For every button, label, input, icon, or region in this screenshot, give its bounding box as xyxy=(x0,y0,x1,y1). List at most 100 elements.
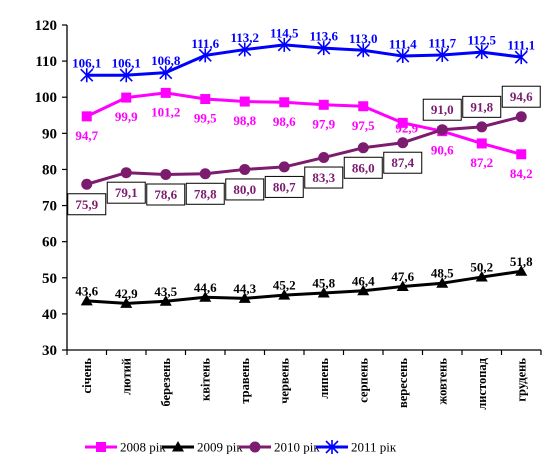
y-tick-label: 60 xyxy=(42,235,57,251)
legend-square-marker xyxy=(96,442,106,452)
x-tick-label: квітень xyxy=(198,358,212,401)
legend-label: 2010 рік xyxy=(274,440,320,455)
data-label: 113,0 xyxy=(349,31,378,46)
data-label-box xyxy=(146,183,186,206)
triangle-marker xyxy=(278,289,291,300)
data-label-box xyxy=(343,156,383,179)
data-label: 80,7 xyxy=(273,179,296,194)
data-label: 111,6 xyxy=(191,36,219,51)
data-label: 112,5 xyxy=(467,33,496,48)
series-2 xyxy=(80,265,528,308)
legend-star-marker xyxy=(325,440,339,454)
data-label: 86,0 xyxy=(352,160,375,175)
data-label: 99,5 xyxy=(194,111,217,126)
y-tick-label: 100 xyxy=(35,90,58,106)
series-line xyxy=(86,269,522,305)
star-marker xyxy=(198,48,212,63)
y-tick-label: 50 xyxy=(42,271,57,287)
data-label: 84,2 xyxy=(510,166,533,181)
triangle-marker xyxy=(436,277,449,288)
y-tick-label: 110 xyxy=(35,54,57,70)
data-label: 99,9 xyxy=(115,109,138,124)
x-tick-label: жовтень xyxy=(435,358,449,405)
data-label: 91,8 xyxy=(470,99,493,114)
data-label: 43,5 xyxy=(154,284,177,299)
y-tick-label: 30 xyxy=(42,343,57,359)
x-tick-label: грудень xyxy=(514,358,528,402)
circle-marker xyxy=(357,142,369,154)
series-4 xyxy=(80,37,528,83)
x-tick-label: листопад xyxy=(475,357,489,409)
series-lines xyxy=(80,37,528,308)
star-marker xyxy=(159,65,173,80)
data-label: 111,4 xyxy=(389,37,417,52)
data-label: 113,2 xyxy=(230,30,259,45)
x-tick-label: липень xyxy=(317,358,331,399)
y-tick-label: 120 xyxy=(35,18,58,34)
triangle-marker xyxy=(396,280,409,291)
square-marker xyxy=(160,87,171,98)
data-label: 91,0 xyxy=(431,102,454,117)
data-label: 114,5 xyxy=(270,25,299,40)
square-marker xyxy=(279,97,290,108)
triangle-marker xyxy=(159,295,172,306)
data-label: 106,8 xyxy=(151,53,181,68)
star-marker xyxy=(277,37,291,52)
data-label: 43,6 xyxy=(75,283,98,298)
data-label: 48,5 xyxy=(431,266,454,281)
data-label: 46,4 xyxy=(352,273,375,288)
triangle-marker xyxy=(515,265,528,276)
star-marker xyxy=(356,43,370,58)
y-tick-label: 90 xyxy=(42,126,57,142)
star-marker xyxy=(514,50,528,65)
star-marker xyxy=(80,68,94,83)
series-1 xyxy=(81,87,527,160)
data-label-box xyxy=(304,166,344,189)
data-label: 87,2 xyxy=(470,155,493,170)
data-label: 80,0 xyxy=(233,182,256,197)
data-label: 98,8 xyxy=(233,113,256,128)
triangle-marker xyxy=(80,294,93,306)
data-label: 83,3 xyxy=(312,170,335,185)
legend-item: 2008 рік xyxy=(85,440,166,455)
star-marker xyxy=(435,47,449,62)
data-label: 75,9 xyxy=(75,197,98,212)
star-marker xyxy=(119,68,133,83)
x-tick-label: лютий xyxy=(119,358,133,395)
square-marker xyxy=(476,138,487,149)
data-label: 87,4 xyxy=(391,155,414,170)
data-label: 94,6 xyxy=(510,89,533,104)
circle-marker xyxy=(476,121,488,133)
circle-marker xyxy=(81,178,93,190)
square-marker xyxy=(200,94,211,105)
x-tick-label: травень xyxy=(238,358,252,404)
data-label: 106,1 xyxy=(72,56,101,71)
data-label: 51,8 xyxy=(510,254,533,269)
legend-label: 2008 рік xyxy=(120,440,166,455)
data-label: 45,8 xyxy=(312,275,335,290)
series-line xyxy=(86,43,522,77)
data-labels: 94,7 99,9 101,2 99,5 98,8 98,6 97,9 97,5 92,9 90,… xyxy=(67,25,541,301)
x-tick-label: січень xyxy=(80,358,94,394)
data-label: 47,6 xyxy=(391,269,414,284)
circle-marker xyxy=(278,161,290,173)
circle-marker xyxy=(160,169,172,180)
legend-item: 2009 рік xyxy=(162,440,243,455)
data-label: 92,9 xyxy=(395,120,418,135)
triangle-marker xyxy=(317,286,330,298)
axes: 30 40 50 60 70 80 90 100 110 120 січень лютий березе… xyxy=(35,18,542,410)
star-marker xyxy=(396,49,410,64)
data-label-box xyxy=(225,178,265,201)
legend-label: 2011 рік xyxy=(351,440,397,455)
data-label-box xyxy=(106,181,146,204)
square-marker xyxy=(318,99,329,110)
circle-marker xyxy=(436,124,448,136)
data-label: 50,2 xyxy=(470,260,493,275)
data-label: 90,6 xyxy=(431,143,454,158)
data-label: 94,7 xyxy=(75,128,98,143)
legend: 2008 рік 2009 рік 2010 рік 2011 рік xyxy=(85,440,397,455)
series-line xyxy=(86,115,522,186)
triangle-marker xyxy=(120,297,133,308)
y-tick-label: 80 xyxy=(42,162,57,178)
square-marker xyxy=(516,149,527,160)
